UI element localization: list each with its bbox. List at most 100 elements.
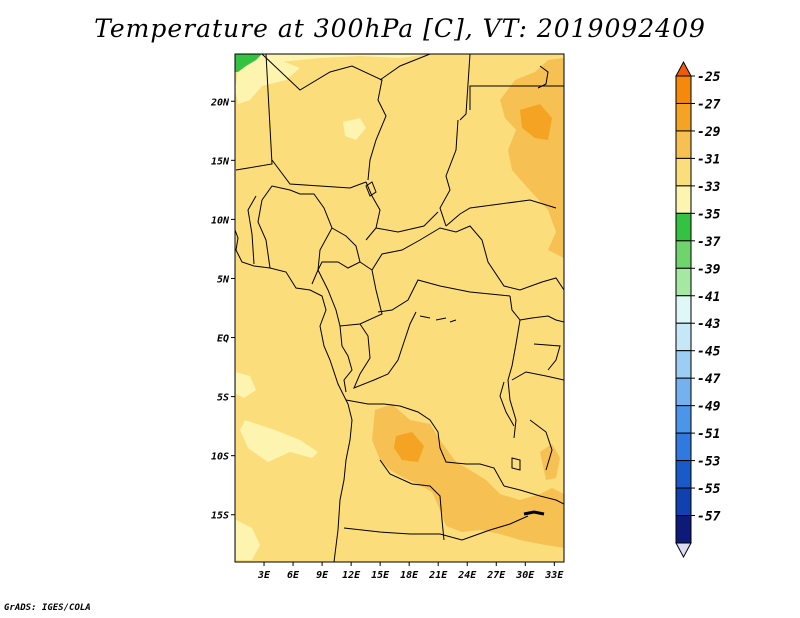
colorbar-box (675, 405, 692, 434)
colorbar-label: -41 (697, 290, 720, 305)
border-zambia-south (503, 485, 564, 505)
lake-tanganyika (499, 381, 515, 427)
y-tick-label: 10S (211, 452, 229, 463)
y-tick-label: 15S (211, 511, 229, 522)
colorbar-bottom-triangle (675, 542, 692, 559)
border-malawi (529, 419, 553, 471)
field-warmer-patch-angola (394, 432, 424, 462)
x-tick-label: 9E (316, 570, 329, 581)
colorbar-box (675, 157, 692, 187)
field-cool-patch-north (235, 54, 430, 70)
colorbar-label: -29 (697, 125, 721, 140)
x-tick-label: 30E (515, 570, 535, 581)
border-mauritania (235, 54, 273, 171)
field-cold-corner (235, 54, 262, 72)
colorbar-box (675, 295, 692, 324)
border-chad-east (439, 119, 459, 227)
colorbar-box (675, 487, 692, 517)
border-gabon (339, 325, 353, 393)
colorbar-box (675, 322, 692, 352)
colorbar-label: -45 (697, 345, 721, 360)
colorbar-box (675, 130, 692, 159)
colorbar-label: -47 (697, 372, 721, 387)
y-tick-label: 5N (217, 274, 230, 285)
field-cool-patch-sahara (343, 118, 366, 140)
border-namibia (343, 527, 463, 541)
colorbar-box (675, 240, 692, 269)
border-drc-angola (345, 399, 505, 487)
colorbar-top-triangle (675, 60, 692, 77)
river-segments (419, 315, 457, 323)
colorbar-box (675, 185, 692, 214)
field-cool-patch-atlantic (240, 420, 318, 462)
x-tick-label: 24E (457, 570, 477, 581)
colorbar-box (675, 102, 692, 132)
chart-title: Temperature at 300hPa [C], VT: 201909240… (94, 14, 706, 43)
border-tanzania (511, 371, 564, 381)
coastline-west (235, 229, 353, 562)
border-car-sudan (371, 225, 564, 291)
border-sudan-south (445, 199, 557, 227)
field-level-33-31 (235, 54, 564, 562)
border-benin (257, 199, 271, 269)
x-tick-label: 21E (428, 570, 448, 581)
border-chad-south (375, 211, 439, 233)
border-chad-west (365, 181, 381, 241)
field-cool-patch-gulf (236, 372, 256, 398)
border-cameroon-north (317, 227, 361, 271)
field-warmer-patch-sudan (520, 104, 552, 140)
y-axis: 20N 15N 10N 5N EQ 5S 10S 15S (210, 97, 235, 522)
field-warm-patch-sudan (500, 58, 564, 258)
x-tick-label: 33E (544, 570, 564, 581)
colorbar-box (675, 432, 692, 462)
field-warm-patch-east (540, 444, 560, 480)
y-tick-label: 5S (217, 393, 229, 404)
colorbar-label: -35 (697, 207, 721, 222)
y-tick-label: EQ (217, 334, 229, 345)
colorbar-box (675, 212, 692, 242)
colorbar-label: -37 (697, 235, 721, 250)
colorbar-label: -31 (697, 152, 720, 167)
x-tick-label: 3E (257, 570, 271, 581)
country-borders (235, 54, 564, 562)
colorbar-box (675, 460, 692, 489)
x-axis: 3E 6E 9E 12E 15E 18E 21E 24E 27E 30E 33E (257, 562, 564, 581)
colorbar-box (675, 515, 692, 544)
y-tick-label: 20N (210, 97, 230, 108)
colorbar-label: -33 (697, 180, 721, 195)
colorbar-box (675, 267, 692, 297)
colorbar-box (675, 75, 692, 104)
border-angola-east (379, 459, 445, 541)
colorbar-label: -43 (697, 317, 721, 332)
colorbar-label: -27 (697, 97, 721, 112)
x-tick-label: 18E (400, 570, 419, 581)
colorbar-box (675, 350, 692, 379)
border-egypt (459, 54, 471, 121)
colorbar-label: -51 (697, 427, 720, 442)
border-uganda-kenya (519, 315, 564, 323)
border-niger-south (271, 159, 367, 189)
colorbar: -25 -27 -29 -31 -33 -35 -37 -39 -41 -43 -45 -47 -49 -… (675, 60, 721, 559)
colorbar-label: -53 (697, 455, 721, 470)
colorbar-label: -57 (697, 510, 721, 525)
colorbar-box (675, 377, 692, 407)
border-drc-north (377, 279, 511, 313)
field-cool-patch-southwest (236, 520, 260, 560)
border-egypt-sudan (469, 85, 564, 110)
border-botswana (461, 515, 529, 541)
colorbar-label: -25 (697, 70, 721, 85)
lake-kariba (523, 510, 545, 516)
temperature-field (235, 54, 564, 562)
colorbar-label: -55 (697, 482, 721, 497)
x-tick-label: 27E (486, 570, 506, 581)
grads-credit: GrADS: IGES/COLA (4, 603, 91, 613)
red-sea-coast (537, 65, 549, 89)
map-frame (234, 53, 565, 563)
border-nigeria (261, 185, 333, 285)
border-ghana (247, 195, 257, 265)
field-warm-patch-angola (372, 404, 564, 548)
colorbar-label: -39 (697, 262, 721, 277)
lake-victoria (533, 343, 561, 371)
border-congo (353, 311, 417, 389)
